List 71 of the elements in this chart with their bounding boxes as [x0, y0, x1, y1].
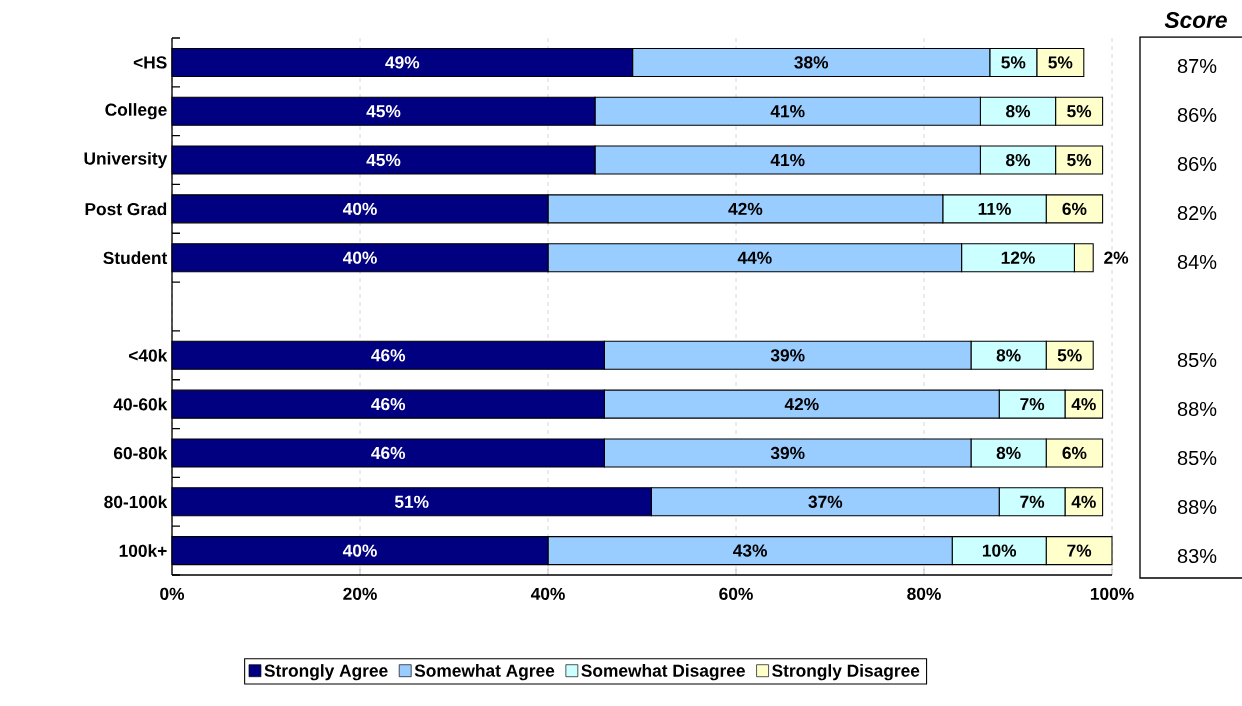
legend-label: Somewhat Disagree	[581, 664, 745, 681]
data-label: 8%	[1006, 105, 1031, 118]
data-label: 45%	[366, 153, 401, 167]
text: 88%	[1177, 499, 1217, 515]
data-label: 6%	[1062, 446, 1087, 460]
x-tick-label: 20%	[343, 587, 377, 600]
data-label: 41%	[770, 105, 805, 118]
data-label: 7%	[1020, 398, 1045, 411]
data-label: 38%	[794, 56, 829, 69]
y-tick-label: University	[84, 151, 168, 169]
text: 84%	[1177, 254, 1217, 270]
data-label: 8%	[996, 349, 1021, 362]
data-label: 51%	[394, 495, 429, 508]
text: 83%	[1177, 548, 1217, 564]
data-label: 4%	[1071, 495, 1096, 508]
data-label: 40%	[342, 251, 377, 264]
data-label: 39%	[770, 349, 805, 362]
data-label: 46%	[371, 446, 406, 460]
y-tick-label: 40-60k	[113, 397, 168, 411]
x-tick-label: 80%	[907, 587, 941, 600]
data-label: 2%	[1104, 251, 1129, 264]
data-label: 42%	[728, 202, 763, 215]
data-label: 46%	[371, 349, 406, 362]
data-label: 7%	[1020, 495, 1045, 508]
data-label: 11%	[978, 202, 1011, 215]
y-tick-label: <40k	[128, 348, 168, 362]
data-label: 5%	[1067, 105, 1092, 118]
text: 86%	[1177, 156, 1217, 172]
x-tick-label: 0%	[160, 587, 185, 600]
data-label: 39%	[770, 446, 805, 460]
data-label: 37%	[808, 495, 843, 508]
x-tick-label: 100%	[1090, 587, 1134, 600]
data-label: 49%	[385, 56, 420, 69]
text: 85%	[1177, 450, 1217, 466]
data-label: 42%	[784, 398, 819, 411]
y-tick-label: 60-80k	[113, 446, 168, 460]
data-label: 8%	[996, 446, 1021, 460]
data-label: 40%	[342, 544, 377, 557]
x-tick-label: 40%	[530, 587, 565, 600]
y-tick-label: 80-100k	[104, 495, 168, 509]
data-label: 41%	[770, 153, 805, 167]
data-label: 5%	[1067, 153, 1092, 167]
data-label: 46%	[371, 397, 406, 411]
text: 82%	[1177, 205, 1217, 221]
x-tick-label: 60%	[719, 587, 753, 600]
data-label: 40%	[342, 202, 377, 215]
data-label: 5%	[1057, 349, 1082, 362]
y-tick-label: <HS	[133, 56, 167, 69]
data-label: 5%	[1048, 56, 1073, 69]
y-tick-label: College	[105, 103, 167, 120]
data-label: 44%	[737, 251, 772, 264]
legend-label: Strongly Agree	[264, 664, 388, 681]
data-label: 10%	[982, 544, 1017, 557]
text: 88%	[1177, 401, 1217, 417]
y-tick-label: Student	[103, 251, 168, 265]
legend-label: Somewhat Agree	[414, 664, 555, 681]
text: Score	[1164, 11, 1227, 29]
legend-label: Strongly Disagree	[772, 664, 920, 681]
y-tick-label: Post Grad	[85, 202, 167, 216]
data-label: 45%	[366, 105, 401, 118]
data-label: 5%	[1001, 56, 1026, 69]
data-label: 7%	[1067, 544, 1092, 557]
y-tick-label: 100k+	[119, 544, 167, 557]
data-label: 43%	[733, 544, 767, 557]
data-label: 8%	[1006, 153, 1031, 167]
data-label: 12%	[1001, 251, 1035, 264]
text: 87%	[1177, 58, 1217, 74]
data-label: 4%	[1071, 398, 1096, 411]
data-label: 6%	[1062, 202, 1087, 215]
text: 85%	[1177, 352, 1217, 368]
text: 86%	[1177, 107, 1217, 123]
